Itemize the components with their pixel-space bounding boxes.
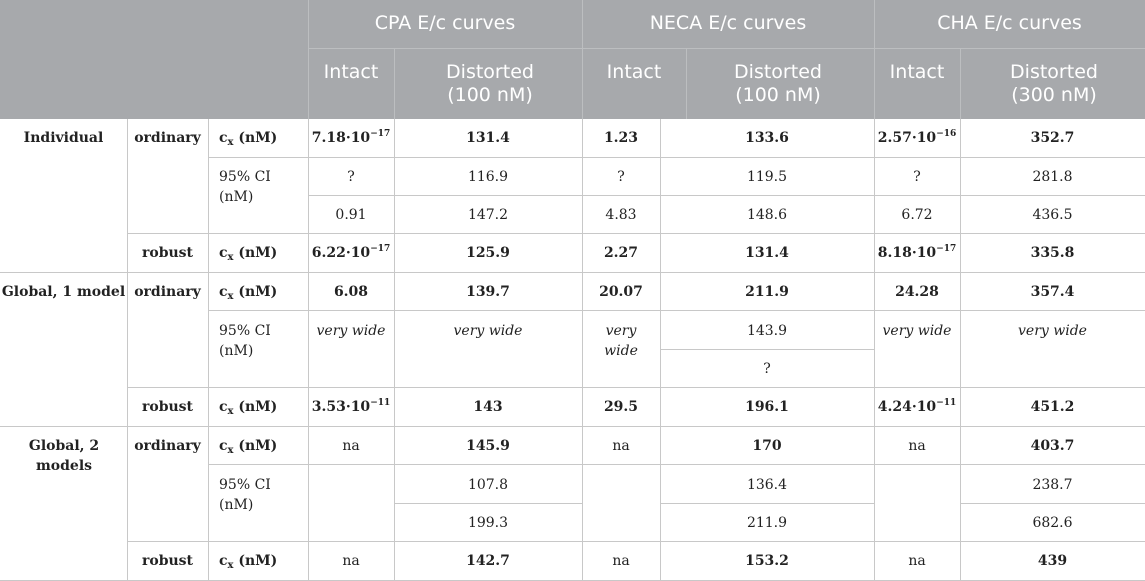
- fit-ordinary: ordinary: [134, 284, 201, 300]
- cell-neca-intact: na: [612, 553, 630, 569]
- group-global-2: Global, 2 models: [28, 438, 100, 474]
- cell-neca-distorted: 148.6: [746, 207, 788, 223]
- param-cx: cx (nM): [219, 553, 278, 571]
- header-neca-intact: Intact: [606, 61, 662, 83]
- header-cpa-distorted: Distorted (100 nM): [446, 61, 534, 106]
- cell-cpa-distorted: 145.9: [466, 438, 510, 454]
- cell-cha-intact: 8.18·10−17: [877, 244, 957, 262]
- cell-cha-distorted: 352.7: [1030, 130, 1075, 146]
- cell-cha-intact: 2.57·10−16: [877, 129, 957, 147]
- cell-cha-distorted: 682.6: [1032, 515, 1073, 531]
- cell-cpa-intact: 6.22·10−17: [311, 244, 391, 262]
- cell-cpa-intact: very wide: [316, 323, 386, 339]
- cell-cha-intact: na: [908, 553, 926, 569]
- cell-cha-intact: na: [908, 438, 926, 454]
- cell-cpa-intact: 3.53·10−11: [311, 398, 391, 416]
- header-cha-distorted: Distorted (300 nM): [1010, 61, 1098, 106]
- cell-cha-distorted: 357.4: [1030, 284, 1075, 300]
- cell-cpa-intact: 6.08: [333, 284, 369, 300]
- cell-cpa-distorted: 131.4: [466, 130, 510, 146]
- header-neca: NECA E/c curves: [649, 12, 807, 34]
- cell-cpa-distorted: 143: [473, 399, 503, 415]
- fit-robust: robust: [141, 553, 194, 569]
- fit-robust: robust: [141, 399, 194, 415]
- cell-cpa-intact: 0.91: [335, 207, 367, 223]
- group-individual: Individual: [23, 130, 104, 146]
- param-cx: cx (nM): [219, 245, 278, 263]
- header-cpa-intact: Intact: [323, 61, 379, 83]
- cell-cha-distorted: 439: [1037, 553, 1068, 569]
- cell-neca-intact: 1.23: [603, 130, 639, 146]
- group-global-1: Global, 1 model: [1, 284, 126, 300]
- cell-neca-distorted: 143.9: [746, 323, 788, 339]
- cell-neca-distorted: 131.4: [745, 245, 789, 261]
- cell-neca-distorted: 196.1: [745, 399, 789, 415]
- cell-neca-distorted: 211.9: [745, 284, 789, 300]
- cell-cha-intact: 6.72: [901, 207, 933, 223]
- cell-neca-intact: 29.5: [603, 399, 639, 415]
- cell-cha-distorted: 335.8: [1030, 245, 1075, 261]
- fit-robust: robust: [141, 245, 194, 261]
- param-cx: cx (nM): [219, 130, 278, 148]
- cell-cpa-distorted: 116.9: [467, 169, 509, 185]
- param-cx: cx (nM): [219, 399, 278, 417]
- cell-cpa-intact: na: [342, 553, 360, 569]
- cell-cpa-distorted: 142.7: [466, 553, 510, 569]
- cell-cha-distorted: 403.7: [1030, 438, 1075, 454]
- cell-cpa-distorted: 199.3: [467, 515, 509, 531]
- cell-cpa-distorted: 125.9: [466, 245, 510, 261]
- cell-neca-distorted: 153.2: [745, 553, 789, 569]
- cell-neca-intact: ?: [617, 169, 625, 185]
- cell-cha-intact: ?: [913, 169, 921, 185]
- header-neca-distorted: Distorted (100 nM): [734, 61, 822, 106]
- cell-neca-distorted: 211.9: [746, 515, 788, 531]
- cell-cpa-distorted: very wide: [453, 323, 523, 339]
- cell-cha-distorted: 451.2: [1030, 399, 1075, 415]
- param-ci: 95% CI (nM): [219, 323, 271, 359]
- cell-cha-distorted: 238.7: [1032, 477, 1073, 493]
- cell-neca-intact: very wide: [604, 323, 638, 359]
- header-cha-intact: Intact: [889, 61, 945, 83]
- cell-cha-distorted: 436.5: [1032, 207, 1073, 223]
- cell-cha-distorted: very wide: [1018, 323, 1087, 339]
- fit-ordinary: ordinary: [134, 438, 201, 454]
- cell-cpa-intact: ?: [347, 169, 355, 185]
- param-cx: cx (nM): [219, 284, 278, 302]
- cell-neca-intact: na: [612, 438, 630, 454]
- cell-cpa-intact: 7.18·10−17: [311, 129, 391, 147]
- table-header: [0, 0, 1145, 119]
- param-cx: cx (nM): [219, 438, 278, 456]
- cell-neca-distorted: 136.4: [746, 477, 788, 493]
- cell-cpa-distorted: 139.7: [466, 284, 510, 300]
- cell-neca-distorted: 119.5: [746, 169, 788, 185]
- cell-cha-intact: very wide: [882, 323, 952, 339]
- cell-neca-intact: 4.83: [605, 207, 637, 223]
- cell-neca-intact: 2.27: [603, 245, 639, 261]
- cell-neca-distorted: ?: [763, 361, 771, 377]
- cell-cpa-distorted: 147.2: [467, 207, 509, 223]
- cell-cha-distorted: 281.8: [1032, 169, 1073, 185]
- cell-neca-distorted: 133.6: [745, 130, 789, 146]
- header-cpa: CPA E/c curves: [374, 12, 516, 34]
- fit-ordinary: ordinary: [134, 130, 201, 146]
- cell-neca-distorted: 170: [752, 438, 782, 454]
- cell-neca-intact: 20.07: [599, 284, 643, 300]
- param-ci: 95% CI (nM): [219, 477, 271, 513]
- cell-cpa-intact: na: [342, 438, 360, 454]
- cell-cha-intact: 24.28: [895, 284, 939, 300]
- cell-cpa-distorted: 107.8: [467, 477, 509, 493]
- cell-cha-intact: 4.24·10−11: [877, 398, 957, 416]
- header-cha: CHA E/c curves: [937, 12, 1082, 34]
- param-ci: 95% CI (nM): [219, 169, 271, 205]
